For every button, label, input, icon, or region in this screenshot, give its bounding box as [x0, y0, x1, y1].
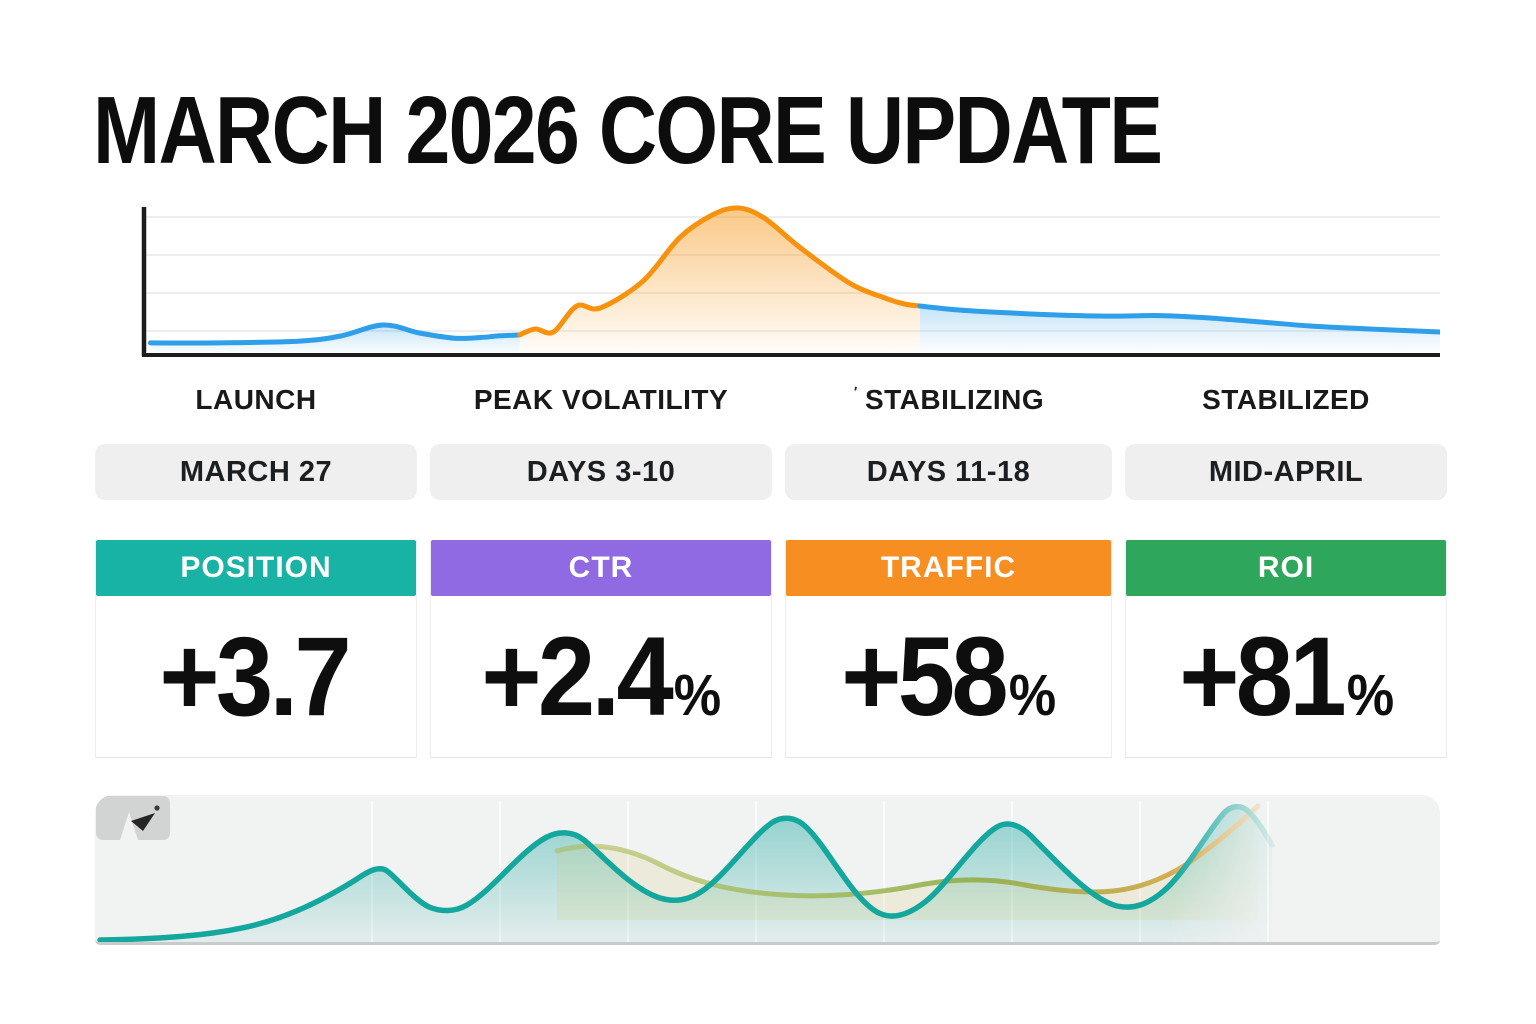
- period-badges-row: MARCH 27 DAYS 3-10 DAYS 11-18 MID-APRIL: [95, 444, 1447, 500]
- metric-body-traffic: +58%: [786, 596, 1111, 757]
- phase-labels-row: LAUNCH PEAK VOLATILITY ' STABILIZING STAB…: [95, 384, 1447, 416]
- phase-label-peak-volatility: PEAK VOLATILITY: [473, 384, 729, 415]
- chart-series: [147, 205, 1440, 355]
- metric-card-roi: ROI +81%: [1125, 540, 1447, 758]
- period-badge-days-3-10: DAYS 3-10: [430, 444, 772, 500]
- metric-card-traffic: TRAFFIC +58%: [785, 540, 1112, 758]
- rankings-wave-area: [100, 806, 1272, 942]
- chart-axes: [141, 207, 1440, 357]
- phase-label-stabilizing: ' STABILIZING: [851, 383, 1045, 415]
- baseline-post-stabilization-area: [920, 306, 1440, 355]
- update-volatility-spike-line: [517, 205, 923, 338]
- cursor-click-icon: [96, 796, 170, 840]
- update-volatility-spike-area: [519, 207, 920, 355]
- period-badge-days-11-18: DAYS 11-18: [785, 444, 1112, 500]
- baseline-pre-update-line: [147, 322, 523, 346]
- phase-label-launch: LAUNCH: [195, 384, 317, 415]
- metric-header-position: POSITION: [96, 540, 416, 596]
- period-badge-march-27: MARCH 27: [95, 444, 417, 500]
- baseline-pre-update-area: [150, 324, 520, 355]
- volatility-chart: [141, 205, 1440, 357]
- metric-value-roi: +81%: [1179, 613, 1394, 739]
- metric-header-ctr: CTR: [431, 540, 771, 596]
- metric-body-roi: +81%: [1126, 596, 1446, 757]
- metric-header-roi: ROI: [1126, 540, 1446, 596]
- rankings-wave-chart: [97, 801, 1275, 942]
- phase-label-stabilized: STABILIZED: [1202, 384, 1370, 415]
- metric-header-traffic: TRAFFIC: [786, 540, 1111, 596]
- metric-cards-row: POSITION +3.7 CTR +2.4% TRAFFIC +58%: [95, 540, 1447, 758]
- rankings-wave-line: [97, 803, 1275, 942]
- metric-body-ctr: +2.4%: [431, 596, 771, 757]
- page-title: MARCH 2026 CORE UPDATE: [93, 77, 1163, 184]
- rankings-wave-panel: [95, 795, 1440, 945]
- secondary-trend-area: [557, 806, 1258, 920]
- metric-card-position: POSITION +3.7: [95, 540, 417, 758]
- metric-value-position: +3.7: [159, 613, 352, 739]
- period-badge-mid-april: MID-APRIL: [1125, 444, 1447, 500]
- baseline-post-stabilization-line: [917, 303, 1440, 335]
- metric-body-position: +3.7: [96, 596, 416, 757]
- metric-card-ctr: CTR +2.4%: [430, 540, 772, 758]
- metric-value-ctr: +2.4%: [481, 613, 722, 739]
- stray-mark: ': [851, 383, 859, 402]
- metric-value-traffic: +58%: [841, 613, 1057, 739]
